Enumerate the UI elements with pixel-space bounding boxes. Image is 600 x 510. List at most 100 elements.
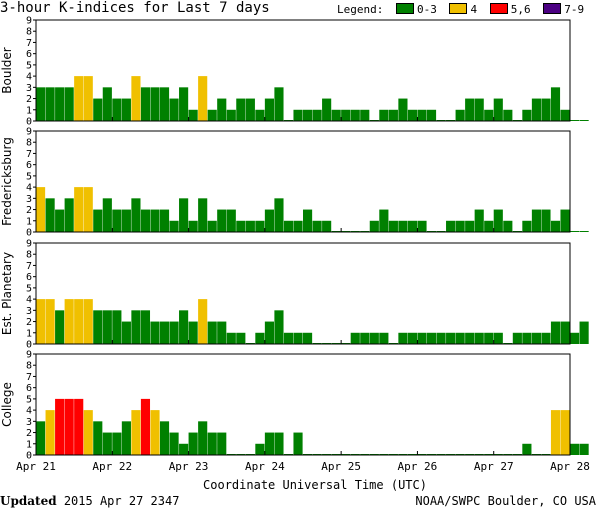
bar-college-5	[83, 410, 93, 455]
bar-boulder-33	[350, 109, 360, 121]
bar-college-27	[293, 432, 303, 455]
bar-fredericksburg-12	[150, 209, 160, 232]
bar-fredericksburg-53	[541, 209, 551, 232]
bar-est-planetary-11	[140, 310, 151, 344]
bar-fredericksburg-55	[560, 209, 570, 232]
bar-boulder-24	[264, 98, 274, 121]
y-tick-label-0-8: 8	[26, 27, 32, 38]
y-tick-label-3-0: 0	[26, 451, 32, 462]
legend-swatch-0-3	[395, 3, 414, 14]
bar-est-planetary-9	[121, 321, 131, 344]
bar-fredericksburg-11	[140, 209, 151, 232]
y-tick-label-1-3: 3	[26, 194, 32, 205]
panel-label-1: Fredericksburg	[0, 137, 14, 226]
bar-fredericksburg-23	[255, 220, 265, 232]
bar-college-54	[550, 410, 561, 455]
bar-boulder-9	[121, 98, 131, 121]
bar-boulder-56	[570, 120, 580, 121]
bar-college-2	[55, 398, 65, 455]
y-tick-label-0-3: 3	[26, 83, 32, 94]
bar-college-14	[169, 432, 179, 455]
bar-boulder-45	[465, 98, 475, 121]
bar-fredericksburg-4	[74, 187, 84, 232]
bar-boulder-8	[112, 98, 122, 121]
panel-label-2: Est. Planetary	[0, 252, 14, 335]
bar-est-planetary-1	[45, 299, 55, 344]
bar-est-planetary-47	[484, 332, 494, 344]
x-tick-label-4: Apr 25	[321, 460, 361, 473]
bar-boulder-3	[64, 87, 74, 121]
bar-fredericksburg-39	[407, 220, 418, 232]
bar-fredericksburg-9	[121, 209, 131, 232]
bar-college-15	[179, 443, 189, 455]
bar-fredericksburg-30	[322, 220, 332, 232]
bar-boulder-44	[455, 109, 465, 121]
bar-boulder-19	[217, 98, 227, 121]
bar-fredericksburg-0	[36, 187, 46, 232]
bar-college-25	[274, 432, 284, 455]
y-tick-label-3-7: 7	[26, 372, 32, 383]
bar-boulder-32	[341, 109, 351, 121]
bar-fredericksburg-10	[131, 198, 141, 232]
bar-boulder-25	[274, 87, 284, 121]
bar-fredericksburg-24	[264, 209, 274, 232]
bar-boulder-39	[407, 109, 418, 121]
bar-boulder-48	[493, 98, 503, 121]
bar-est-planetary-43	[446, 332, 456, 344]
bar-fredericksburg-57	[579, 231, 589, 232]
bar-est-planetary-35	[369, 332, 379, 344]
bar-boulder-7	[102, 87, 112, 121]
bar-est-planetary-10	[131, 310, 141, 344]
bar-est-planetary-40	[417, 332, 427, 344]
bar-est-planetary-20	[226, 332, 236, 344]
x-tick-label-3: Apr 24	[245, 460, 285, 473]
bar-fredericksburg-2	[55, 209, 65, 232]
bar-college-3	[64, 398, 74, 455]
bar-boulder-49	[503, 109, 513, 121]
bar-est-planetary-19	[217, 321, 227, 344]
bar-fredericksburg-29	[312, 220, 322, 232]
y-tick-label-0-1: 1	[26, 105, 32, 116]
bar-boulder-30	[322, 98, 332, 121]
bar-est-planetary-27	[293, 332, 303, 344]
y-tick-label-1-6: 6	[26, 160, 32, 171]
bar-est-planetary-53	[541, 332, 551, 344]
x-tick-label-5: Apr 26	[398, 460, 438, 473]
bar-fredericksburg-40	[417, 220, 427, 232]
bar-college-12	[150, 410, 160, 455]
y-tick-label-2-5: 5	[26, 283, 32, 294]
legend-text-7-9: 7-9	[564, 3, 585, 16]
bar-fredericksburg-13	[159, 209, 170, 232]
bar-boulder-10	[131, 76, 141, 121]
y-tick-label-1-1: 1	[26, 216, 32, 227]
y-tick-label-2-7: 7	[26, 261, 32, 272]
bar-fredericksburg-45	[465, 220, 475, 232]
x-tick-label-6: Apr 27	[474, 460, 514, 473]
bar-boulder-38	[398, 98, 408, 121]
bar-fredericksburg-37	[388, 220, 398, 232]
bar-est-planetary-41	[426, 332, 437, 344]
bar-fredericksburg-3	[64, 198, 74, 232]
bar-boulder-53	[541, 98, 551, 121]
bar-college-7	[102, 432, 112, 455]
y-tick-label-1-0: 0	[26, 228, 32, 239]
bar-boulder-46	[474, 98, 484, 121]
bar-fredericksburg-26	[283, 220, 294, 232]
bar-fredericksburg-5	[83, 187, 93, 232]
bar-est-planetary-0	[36, 299, 46, 344]
bar-est-planetary-56	[570, 332, 580, 344]
bar-fredericksburg-47	[484, 220, 494, 232]
bar-college-17	[198, 421, 208, 455]
bar-boulder-2	[55, 87, 65, 121]
y-tick-label-1-5: 5	[26, 171, 32, 182]
bar-fredericksburg-21	[236, 220, 246, 232]
bar-boulder-13	[159, 87, 170, 121]
bar-college-8	[112, 432, 122, 455]
bar-est-planetary-45	[465, 332, 475, 344]
bar-est-planetary-51	[522, 332, 532, 344]
bar-fredericksburg-35	[369, 220, 379, 232]
y-tick-label-2-0: 0	[26, 340, 32, 351]
bar-boulder-17	[198, 76, 208, 121]
bar-college-1	[45, 410, 55, 455]
bar-college-0	[36, 421, 46, 455]
